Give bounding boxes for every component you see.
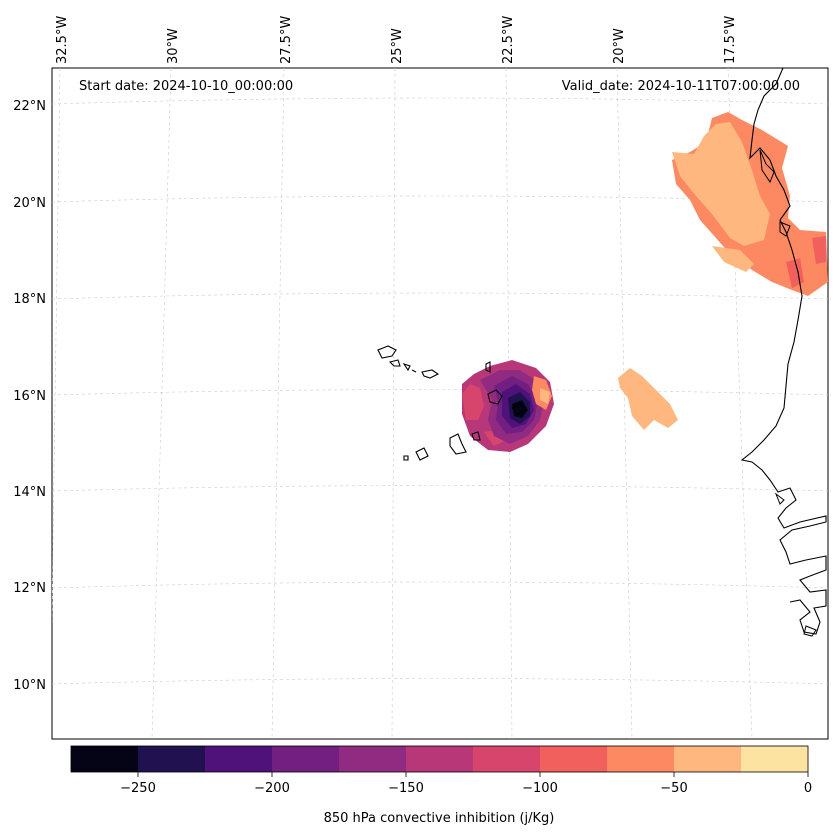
lon-label: 30°W — [166, 28, 181, 64]
colorbar: −250 −200 −150 −100 −50 0 850 hPa convec… — [70, 745, 812, 826]
colorbar-segment — [607, 746, 675, 772]
latitude-labels: 22°N 20°N 18°N 16°N 14°N 12°N 10°N — [13, 99, 46, 693]
lon-label: 32.5°W — [55, 16, 70, 64]
lon-label: 25°W — [390, 28, 405, 64]
colorbar-tick-label: −250 — [120, 781, 156, 796]
valid-date-label: Valid_date: 2024-10-11T07:00:00.00 — [562, 79, 800, 94]
colorbar-segment — [339, 746, 407, 772]
colorbar-segment — [674, 746, 742, 772]
cape-verde-islands — [377, 345, 527, 461]
cin-field-cyclone — [462, 360, 554, 452]
colorbar-outline — [70, 745, 809, 773]
colorbar-tick-label: 0 — [804, 781, 812, 796]
colorbar-segment — [741, 746, 809, 772]
lon-label: 27.5°W — [279, 16, 294, 64]
lon-label: 22.5°W — [501, 16, 516, 64]
colorbar-segment — [205, 746, 273, 772]
colorbar-tick-label: −50 — [660, 781, 687, 796]
lat-label: 10°N — [13, 678, 46, 693]
colorbar-tick-label: −100 — [522, 781, 558, 796]
longitude-labels: 32.5°W 30°W 27.5°W 25°W 22.5°W 20°W 17.5… — [55, 16, 738, 64]
africa-coastline — [740, 68, 827, 635]
lon-label: 17.5°W — [723, 16, 738, 64]
colorbar-segments — [71, 746, 809, 772]
lat-label: 18°N — [13, 292, 46, 307]
colorbar-tick-label: −200 — [254, 781, 290, 796]
colorbar-segment — [272, 746, 340, 772]
lat-label: 16°N — [13, 389, 46, 404]
colorbar-segment — [540, 746, 608, 772]
lat-label: 12°N — [13, 581, 46, 596]
lon-label: 20°W — [612, 28, 627, 64]
colorbar-segment — [71, 746, 139, 772]
lat-label: 22°N — [13, 99, 46, 114]
lat-label: 20°N — [13, 196, 46, 211]
lat-label: 14°N — [13, 485, 46, 500]
start-date-label: Start date: 2024-10-10_00:00:00 — [79, 79, 293, 94]
colorbar-ticks — [137, 772, 809, 777]
colorbar-title: 850 hPa convective inhibition (j/Kg) — [324, 811, 555, 826]
cin-field-east-patch — [618, 368, 678, 430]
colorbar-segment — [406, 746, 474, 772]
graticule — [52, 68, 828, 739]
colorbar-segment — [473, 746, 541, 772]
colorbar-segment — [138, 746, 206, 772]
colorbar-tick-label: −150 — [388, 781, 424, 796]
